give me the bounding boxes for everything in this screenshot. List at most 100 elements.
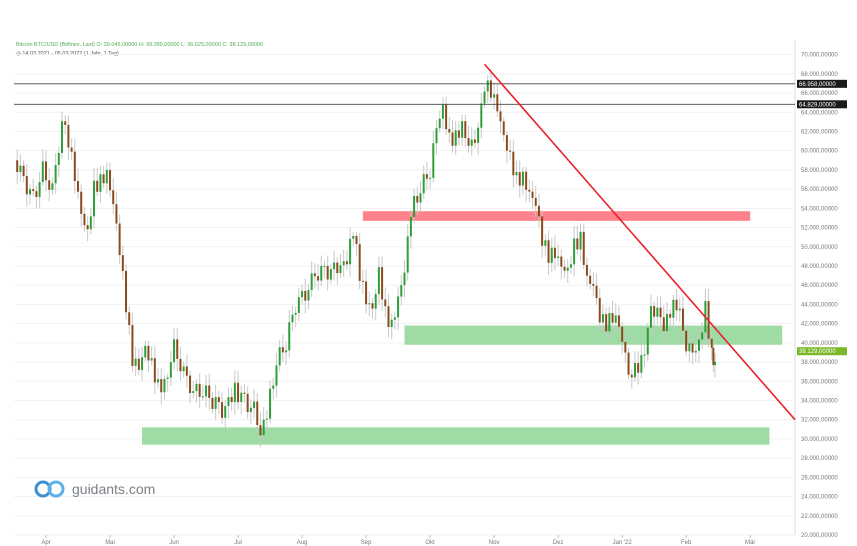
candle-body [515, 172, 518, 176]
candle-body [198, 383, 201, 397]
candle-body [179, 358, 182, 372]
candle-body [189, 375, 192, 394]
candle-body [605, 314, 608, 332]
candle-body [531, 191, 534, 198]
candle-body [323, 265, 326, 267]
candle-body [521, 171, 524, 186]
candle-body [688, 343, 691, 352]
candle-body [272, 385, 275, 389]
candle-body [393, 317, 396, 320]
level-tag [797, 100, 847, 109]
candle-body [214, 397, 217, 409]
candle-body [294, 312, 297, 315]
y-tick-label: 54.000,00000 [801, 206, 838, 212]
downtrend-line [483, 63, 796, 421]
candle-body [317, 276, 320, 281]
candle-body [669, 314, 672, 318]
candle-body [646, 327, 649, 355]
candle-body [240, 392, 243, 402]
candle-body [307, 290, 310, 301]
candle-body [160, 379, 163, 393]
candle-body [467, 138, 470, 146]
candle-body [582, 231, 585, 265]
candle-body [400, 285, 403, 297]
candle-body [701, 332, 704, 340]
candle-body [454, 130, 457, 146]
candle-body [502, 121, 505, 136]
candle-body [486, 80, 489, 92]
candle-body [281, 347, 284, 353]
candle-body [205, 385, 208, 397]
candle-body [464, 121, 467, 139]
y-tick-label: 70.000,00000 [801, 53, 838, 59]
candle-body [589, 275, 592, 284]
chart-header-range: ◷ 14.03.2021 - 05.03.2022 (1 Jahr, 1 Tag… [16, 51, 119, 57]
candle-body [342, 261, 345, 266]
y-tick-label: 30.000,00000 [801, 437, 838, 443]
candle-body [45, 161, 48, 181]
y-tick-label: 50.000,00000 [801, 245, 838, 251]
candle-body [435, 128, 438, 144]
y-tick-label: 62.000,00000 [801, 129, 838, 135]
candle-body [480, 103, 483, 128]
candle-body [41, 161, 44, 183]
y-tick-label: 36.000,00000 [801, 379, 838, 385]
candle-body [67, 124, 70, 148]
candle-body [477, 127, 480, 143]
candle-body [224, 406, 227, 418]
candle-body [125, 270, 128, 313]
y-tick-label: 42.000,00000 [801, 322, 838, 328]
candle-body [547, 240, 550, 263]
y-tick-label: 68.000,00000 [801, 72, 838, 78]
candle-body [653, 306, 656, 317]
candle-body [429, 177, 432, 179]
candle-body [320, 265, 323, 281]
y-tick-label: 66.000,00000 [801, 91, 838, 97]
range-text: 14.03.2021 - 05.03.2022 (1 Jahr, 1 Tag) [22, 51, 119, 57]
level-tag [797, 79, 847, 88]
x-tick-label: Apr [41, 540, 50, 546]
candle-body [297, 297, 300, 313]
y-tick-label: 22.000,00000 [801, 514, 838, 520]
candle-body [105, 170, 108, 184]
chart-header-ohlc: Bitcoin BTC/USD (Bitfinex, Last) O: 39.0… [16, 42, 263, 48]
candle-body [96, 180, 99, 192]
candle-body [377, 267, 380, 294]
candle-body [246, 393, 249, 413]
candle-body [112, 190, 115, 205]
candle-body [173, 339, 176, 363]
candle-body [355, 235, 358, 245]
candle-body [518, 172, 521, 186]
x-tick-label: Jun [169, 540, 179, 546]
y-tick-label: 64.000,00000 [801, 110, 838, 116]
candle-body [384, 299, 387, 307]
x-tick-label: Feb [681, 540, 692, 546]
guidants-logo-icon [34, 480, 65, 498]
candle-body [573, 238, 576, 265]
candle-body [333, 262, 336, 270]
candle-body [102, 174, 105, 184]
candle-body [221, 402, 224, 418]
candle-body [512, 151, 515, 176]
x-tick-label: Mai [105, 540, 115, 546]
candle-body [509, 150, 512, 152]
candle-body [134, 358, 137, 366]
candle-body [121, 255, 124, 271]
candle-body [93, 180, 96, 217]
candle-body [585, 264, 588, 276]
candle-body [438, 118, 441, 129]
candle-body [64, 121, 67, 125]
candle-body [54, 165, 57, 184]
x-tick-label: Okt [425, 540, 435, 546]
candle-body [649, 306, 652, 328]
candle-body [301, 290, 304, 298]
current-price-label: 39.129,00000 [799, 349, 836, 355]
candle-body [419, 193, 422, 203]
y-tick-label: 26.000,00000 [801, 475, 838, 481]
candle-body [553, 247, 556, 258]
candle-body [691, 343, 694, 353]
candle-body [712, 347, 715, 366]
candle-body [243, 392, 246, 394]
x-tick-label: Aug [297, 540, 308, 546]
